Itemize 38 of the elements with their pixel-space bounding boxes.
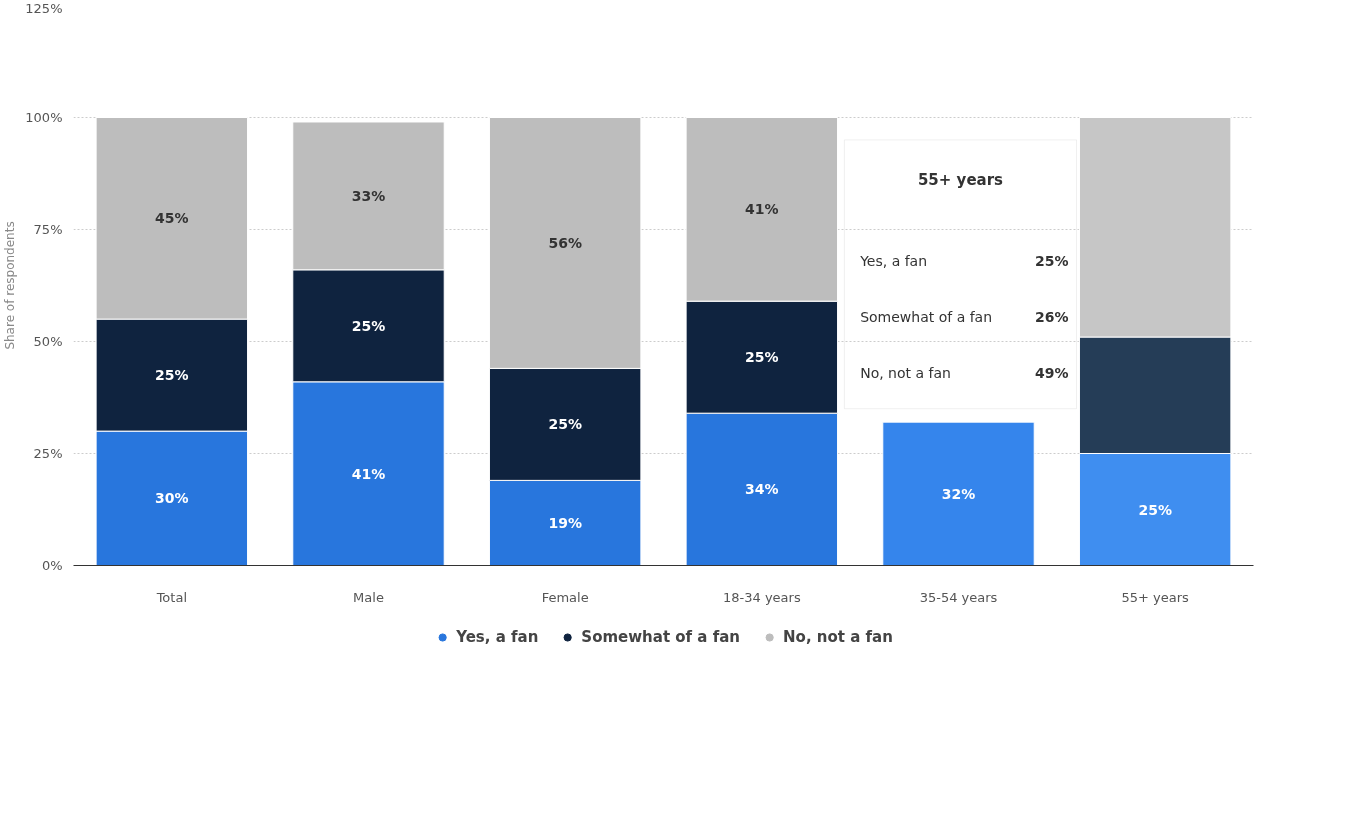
y-tick-label: 0%: [41, 558, 63, 573]
data-label: 33%: [351, 187, 386, 204]
annotation: Somewhat of a fan: [860, 308, 993, 325]
data-label: 25%: [155, 367, 189, 384]
data-label: 25%: [548, 416, 582, 433]
legend-label: Yes, a fan: [456, 628, 539, 646]
data-label: 45%: [155, 210, 189, 227]
y-axis-title: Share of respondents: [3, 221, 18, 350]
x-tick-label: 35-54 years: [919, 589, 998, 605]
y-tick-label: 100%: [25, 110, 63, 125]
annotation: 25%: [1035, 252, 1069, 269]
annotation: Yes, a fan: [859, 252, 928, 269]
y-tick-label: 25%: [33, 446, 63, 461]
annotation: 49%: [1035, 364, 1069, 381]
data-label: 34%: [745, 481, 779, 498]
x-tick-label: Female: [541, 589, 589, 605]
data-label: 41%: [351, 465, 386, 482]
y-tick-label: 50%: [33, 334, 63, 349]
data-label: 25%: [745, 349, 779, 366]
annotation: 26%: [1035, 308, 1069, 325]
y-tick-label: 125%: [25, 0, 63, 16]
data-label: 56%: [548, 234, 582, 251]
annotation: 55+ years: [917, 171, 1004, 190]
annotation: No, not a fan: [860, 364, 951, 381]
y-tick-label: 75%: [33, 222, 63, 237]
data-label: 19%: [548, 514, 582, 531]
data-label: 32%: [941, 485, 976, 502]
data-label: 41%: [745, 201, 779, 218]
x-tick-label: 55+ years: [1121, 589, 1190, 605]
bar: [882, 421, 1035, 566]
legend-label: No, not a fan: [783, 628, 893, 646]
x-tick-label: Male: [353, 589, 384, 605]
x-tick-label: 18-34 years: [722, 589, 801, 605]
data-label: 25%: [351, 317, 386, 334]
data-label: 30%: [155, 490, 189, 507]
x-tick-label: Total: [155, 589, 188, 605]
data-label: 25%: [1138, 501, 1172, 518]
legend-label: Somewhat of a fan: [581, 628, 741, 646]
